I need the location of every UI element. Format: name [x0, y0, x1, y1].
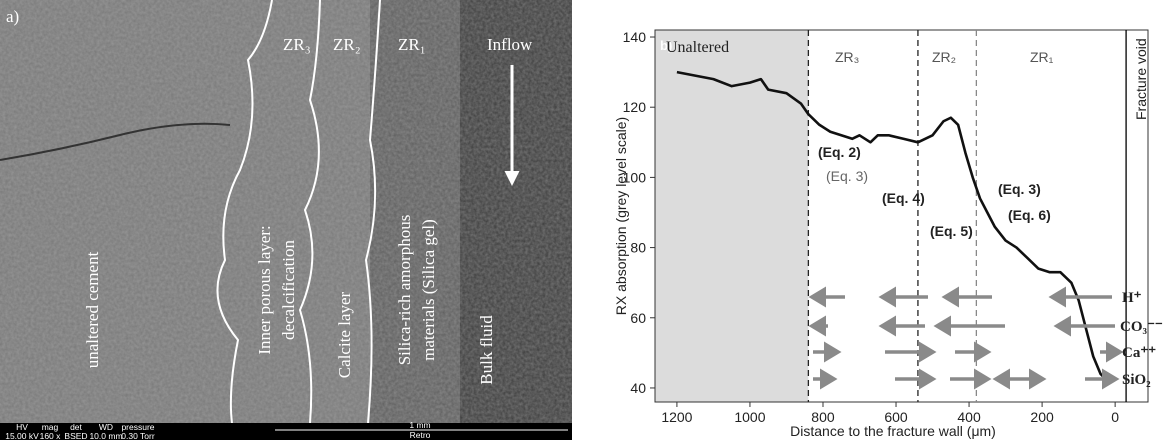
boundary	[298, 0, 321, 424]
flux-arrows	[808, 286, 1124, 390]
species: CO₃⁻⁻	[1120, 319, 1163, 335]
zone-label: Unaltered	[666, 39, 729, 56]
zone-label: ZR₁	[1030, 49, 1054, 65]
info-header: mag	[42, 422, 59, 432]
x-tick-label: 400	[957, 409, 981, 425]
info-bar	[0, 423, 572, 440]
layer-label: Inner porous layer:	[255, 225, 274, 354]
x-tick-label: 200	[1030, 409, 1054, 425]
info-value: 15.00 kV	[5, 431, 39, 440]
sem-panel: a) ZR₃ ZR₂ ZR₁ Inflow unaltered cement I…	[0, 0, 572, 440]
info-header: HV	[16, 422, 28, 432]
info-value: 10.0 mm	[89, 431, 122, 440]
scale-label: 1 mm	[409, 420, 430, 430]
equation: (Eq. 3)	[826, 168, 868, 184]
y-tick-label: 140	[623, 29, 647, 45]
species: SiO₂	[1122, 372, 1151, 388]
y-tick-label: 60	[630, 310, 646, 326]
info-value: 0.30 Torr	[121, 431, 155, 440]
boundary	[216, 0, 273, 424]
equation: (Eq. 3)	[998, 181, 1041, 197]
equation: (Eq. 4)	[882, 190, 925, 206]
x-axis-title: Distance to the fracture wall (μm)	[790, 423, 996, 439]
y-tick-label: 120	[623, 99, 647, 115]
equation: (Eq. 2)	[818, 144, 861, 160]
zone-label: Fracture void	[1133, 38, 1149, 120]
species: H⁺	[1122, 290, 1142, 306]
boundary	[364, 0, 381, 424]
layer-label: unaltered cement	[83, 251, 102, 368]
texture	[0, 0, 572, 423]
info-header: WD	[99, 422, 113, 432]
equation: (Eq. 6)	[1008, 207, 1051, 223]
plot-frame	[654, 29, 1149, 403]
layer-label: Silica-rich amorphous	[395, 215, 414, 366]
zone-label: ZR₂	[932, 49, 956, 65]
y-tick-label: 100	[623, 169, 647, 185]
x-tick-label: 1000	[734, 409, 765, 425]
panel-label: a)	[6, 7, 19, 26]
layer-label: decalcification	[279, 239, 298, 340]
layer-label: Bulk fluid	[477, 315, 496, 385]
inflow-label: Inflow	[487, 35, 533, 54]
x-tick-label: 0	[1111, 409, 1119, 425]
zone-label: ZR₃	[835, 49, 859, 65]
plot: 1200 1000 800 600 400 200 0 40 60 80 100 120 140	[623, 29, 1149, 425]
y-axis-title: RX absorption (grey level scale)	[613, 117, 629, 315]
y-tick-label: 40	[630, 380, 646, 396]
curve	[676, 70, 1109, 382]
y-tick-label: 80	[630, 240, 646, 256]
info-value: 160 x	[40, 431, 62, 440]
x-tick-label: 1200	[661, 409, 692, 425]
footer: Retro	[410, 430, 431, 440]
equation: (Eq. 5)	[930, 223, 973, 239]
layer-label: materials (Silica gel)	[419, 219, 438, 361]
info-header: det	[70, 422, 82, 432]
info-header: pressure	[121, 422, 154, 432]
x-tick-label: 800	[811, 409, 835, 425]
info-value: BSED	[64, 431, 87, 440]
zone-label: ZR₃	[283, 35, 311, 54]
layer-label: Calcite layer	[335, 291, 354, 378]
zone-label: ZR₁	[398, 35, 426, 54]
species: Ca⁺⁺	[1122, 345, 1156, 361]
crack	[0, 122, 231, 161]
zone-label: ZR₂	[333, 35, 361, 54]
x-tick-label: 600	[884, 409, 908, 425]
panel-label: b)	[660, 38, 672, 53]
